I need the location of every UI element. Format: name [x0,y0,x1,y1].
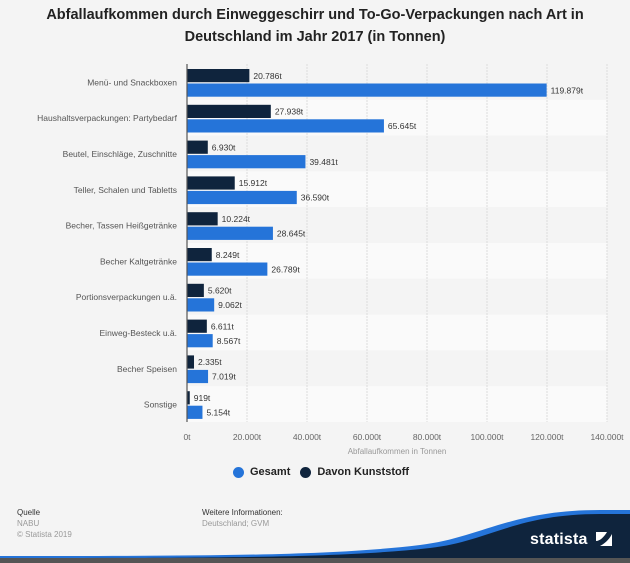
row-band [187,278,607,315]
bar-gesamt[interactable] [187,405,203,419]
x-tick-label: 80.000t [413,432,442,442]
x-tick-label: 40.000t [293,432,322,442]
bar-kunststoff[interactable] [187,248,212,262]
category-label: Portionsverpackungen u.ä. [76,292,177,302]
data-label: 28.645t [277,229,306,239]
statista-mark-icon [596,532,612,546]
data-label: 6.930t [212,142,236,152]
chart-title-line-1: Abfallaufkommen durch Einweggeschirr und… [46,7,584,23]
legend-item-kunststoff[interactable]: Davon Kunststoff [300,466,409,478]
legend-dot-kunststoff [300,466,312,478]
bar-gesamt[interactable] [187,119,384,133]
data-label: 119.879t [551,85,584,95]
bar-kunststoff[interactable] [187,69,250,83]
x-tick-label: 140.000t [590,432,624,442]
bar-kunststoff[interactable] [187,176,235,190]
legend-item-gesamt[interactable]: Gesamt [233,466,290,478]
bar-gesamt[interactable] [187,334,213,348]
category-label: Einweg-Besteck u.ä. [100,328,177,338]
x-tick-label: 120.000t [530,432,564,442]
statista-logo-text: statista [530,531,588,548]
chart-title-line-2: Deutschland im Jahr 2017 (in Tonnen) [184,29,446,45]
source-block: Quelle NABU © Statista 2019 [17,507,72,540]
bar-gesamt[interactable] [187,262,268,276]
bar-kunststoff[interactable] [187,104,271,118]
x-tick-label: 60.000t [353,432,382,442]
more-info-block: Weitere Informationen: Deutschland; GVM [202,507,283,529]
bar-kunststoff[interactable] [187,140,208,154]
bar-gesamt[interactable] [187,83,547,97]
copyright: © Statista 2019 [17,530,72,539]
legend-dot-gesamt [233,466,244,478]
more-info-heading[interactable]: Weitere Informationen: [202,508,283,517]
row-band [187,386,607,422]
x-tick-label: 100.000t [470,432,504,442]
category-label: Becher Speisen [117,364,177,374]
category-label: Beutel, Einschläge, Zuschnitte [63,149,178,159]
logo-swoosh-dark [0,514,630,558]
data-label: 8.249t [216,250,240,260]
data-label: 2.335t [198,357,222,367]
category-label: Haushaltsverpackungen: Partybedarf [37,113,177,123]
bar-chart: 20.786t 119.879t 27.938t 65.645t 6.930t 39.48… [37,64,624,456]
category-label: Becher, Tassen Heißgetränke [66,221,178,231]
bars: 20.786t 119.879t 27.938t 65.645t 6.930t 39.48… [187,69,584,419]
data-label: 26.789t [271,264,300,274]
more-info-text: Deutschland; GVM [202,519,270,528]
data-label: 9.062t [218,300,242,310]
x-axis-label: Abfallaufkommen in Tonnen [348,447,447,456]
bottom-strip [0,558,630,563]
bar-kunststoff[interactable] [187,355,195,369]
data-label: 8.567t [217,336,241,346]
bar-gesamt[interactable] [187,226,273,240]
row-band [187,314,607,351]
legend-label-kunststoff: Davon Kunststoff [317,466,410,478]
bar-kunststoff[interactable] [187,391,190,405]
category-label: Teller, Schalen und Tabletts [74,185,177,195]
bar-gesamt[interactable] [187,369,209,384]
data-label: 5.620t [208,286,232,296]
bar-gesamt[interactable] [187,155,306,169]
x-tick-labels: 0t 20.000t 40.000t 60.000t 80.000t 100.000t 12… [183,432,624,442]
data-label: 5.154t [206,408,230,418]
data-label: 65.645t [388,121,417,131]
source-heading: Quelle [17,508,41,517]
x-tick-label: 0t [183,432,191,442]
category-label: Menü- und Snackboxen [87,77,177,87]
source-name: NABU [17,519,40,528]
bar-kunststoff[interactable] [187,319,207,333]
data-label: 15.912t [239,178,268,188]
legend: Gesamt Davon Kunststoff [233,466,419,478]
data-label: 10.224t [222,214,251,224]
data-label: 27.938t [275,107,304,117]
row-band [187,350,607,387]
category-labels: Menü- und Snackboxen Haushaltsverpackunge… [37,77,177,409]
legend-label-gesamt: Gesamt [250,466,291,478]
x-tick-label: 20.000t [233,432,262,442]
category-label: Sonstige [144,400,177,410]
category-label: Becher Kaltgetränke [100,256,177,266]
bar-kunststoff[interactable] [187,212,218,226]
gridlines [246,64,608,422]
bar-gesamt[interactable] [187,190,297,205]
data-label: 20.786t [253,71,282,81]
data-label: 7.019t [212,372,236,382]
bar-gesamt[interactable] [187,298,215,312]
data-label: 39.481t [309,157,338,167]
bar-kunststoff[interactable] [187,283,204,297]
data-label: 919t [194,393,211,403]
data-label: 6.611t [211,321,235,331]
data-label: 36.590t [301,193,330,203]
chart-title: Abfallaufkommen durch Einweggeschirr und… [0,4,630,48]
